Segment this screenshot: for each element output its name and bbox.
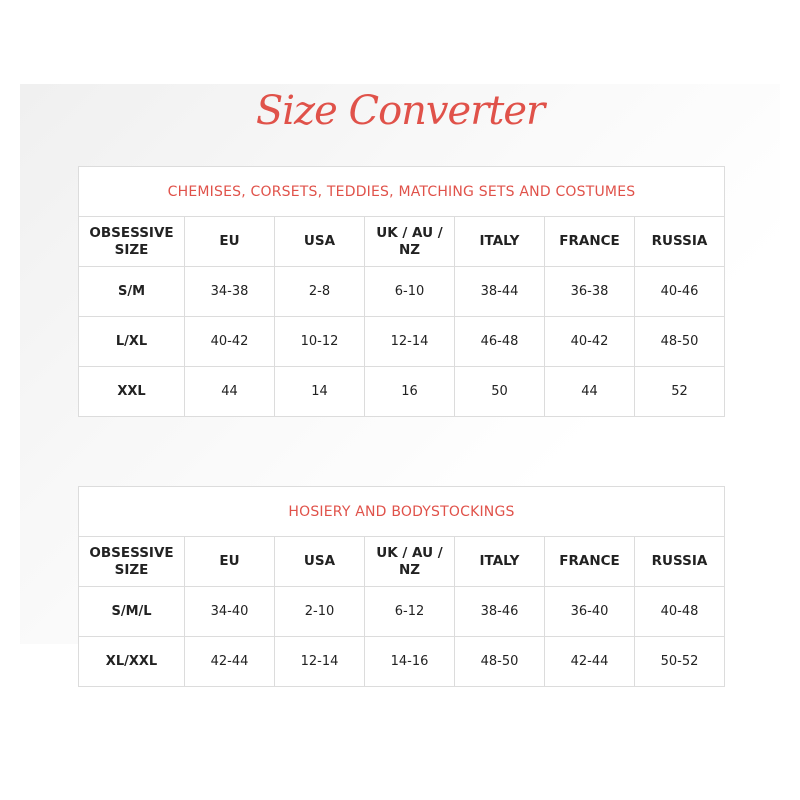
table-cell: 12-14 bbox=[274, 636, 365, 687]
table-header-row: OBSESSIVE SIZE EU USA UK / AU / NZ ITALY FRAN… bbox=[78, 536, 725, 587]
column-header: EU bbox=[184, 536, 275, 587]
size-label: S/M/L bbox=[78, 586, 185, 637]
table-cell: 40-42 bbox=[184, 316, 275, 367]
table-cell: 6-12 bbox=[364, 586, 455, 637]
table-cell: 38-46 bbox=[454, 586, 545, 637]
table-cell: 36-38 bbox=[544, 266, 635, 317]
size-table-hosiery: HOSIERY AND BODYSTOCKINGS OBSESSIVE SIZE E… bbox=[78, 486, 725, 687]
table-cell: 14 bbox=[274, 366, 365, 417]
column-header: RUSSIA bbox=[634, 536, 725, 587]
table-cell: 48-50 bbox=[454, 636, 545, 687]
table-cell: 12-14 bbox=[364, 316, 455, 367]
table-cell: 36-40 bbox=[544, 586, 635, 637]
table-cell: 38-44 bbox=[454, 266, 545, 317]
column-header: FRANCE bbox=[544, 536, 635, 587]
table-cell: 16 bbox=[364, 366, 455, 417]
table-header-row: OBSESSIVE SIZE EU USA UK / AU / NZ ITALY FRAN… bbox=[78, 216, 725, 267]
column-header: USA bbox=[274, 536, 365, 587]
column-header: EU bbox=[184, 216, 275, 267]
table-cell: 40-46 bbox=[634, 266, 725, 317]
table-caption-row: CHEMISES, CORSETS, TEDDIES, MATCHING SET… bbox=[78, 166, 725, 217]
table-cell: 40-42 bbox=[544, 316, 635, 367]
table-cell: 50-52 bbox=[634, 636, 725, 687]
table-caption: CHEMISES, CORSETS, TEDDIES, MATCHING SET… bbox=[78, 166, 725, 217]
size-label: L/XL bbox=[78, 316, 185, 367]
column-header: OBSESSIVE SIZE bbox=[78, 536, 185, 587]
column-header: UK / AU / NZ bbox=[364, 216, 455, 267]
table-cell: 44 bbox=[544, 366, 635, 417]
size-label: S/M bbox=[78, 266, 185, 317]
table-cell: 34-38 bbox=[184, 266, 275, 317]
table-cell: 42-44 bbox=[544, 636, 635, 687]
size-table-chemises: CHEMISES, CORSETS, TEDDIES, MATCHING SET… bbox=[78, 166, 725, 417]
column-header: ITALY bbox=[454, 536, 545, 587]
table-row: L/XL 40-42 10-12 12-14 46-48 40-42 48-50 bbox=[78, 316, 725, 367]
table-cell: 14-16 bbox=[364, 636, 455, 687]
table-caption-row: HOSIERY AND BODYSTOCKINGS bbox=[78, 486, 725, 537]
table-cell: 52 bbox=[634, 366, 725, 417]
table-cell: 6-10 bbox=[364, 266, 455, 317]
table-row: S/M 34-38 2-8 6-10 38-44 36-38 40-46 bbox=[78, 266, 725, 317]
column-header: ITALY bbox=[454, 216, 545, 267]
table-row: XXL 44 14 16 50 44 52 bbox=[78, 366, 725, 417]
size-label: XXL bbox=[78, 366, 185, 417]
page-title: Size Converter bbox=[255, 88, 545, 134]
table-cell: 44 bbox=[184, 366, 275, 417]
column-header: USA bbox=[274, 216, 365, 267]
table-cell: 50 bbox=[454, 366, 545, 417]
table-cell: 40-48 bbox=[634, 586, 725, 637]
size-label: XL/XXL bbox=[78, 636, 185, 687]
column-header: UK / AU / NZ bbox=[364, 536, 455, 587]
column-header: OBSESSIVE SIZE bbox=[78, 216, 185, 267]
table-cell: 2-10 bbox=[274, 586, 365, 637]
table-cell: 42-44 bbox=[184, 636, 275, 687]
table-cell: 34-40 bbox=[184, 586, 275, 637]
table-row: XL/XXL 42-44 12-14 14-16 48-50 42-44 50-52 bbox=[78, 636, 725, 687]
table-cell: 46-48 bbox=[454, 316, 545, 367]
table-row: S/M/L 34-40 2-10 6-12 38-46 36-40 40-48 bbox=[78, 586, 725, 637]
table-cell: 48-50 bbox=[634, 316, 725, 367]
column-header: RUSSIA bbox=[634, 216, 725, 267]
table-cell: 2-8 bbox=[274, 266, 365, 317]
column-header: FRANCE bbox=[544, 216, 635, 267]
table-cell: 10-12 bbox=[274, 316, 365, 367]
table-caption: HOSIERY AND BODYSTOCKINGS bbox=[78, 486, 725, 537]
